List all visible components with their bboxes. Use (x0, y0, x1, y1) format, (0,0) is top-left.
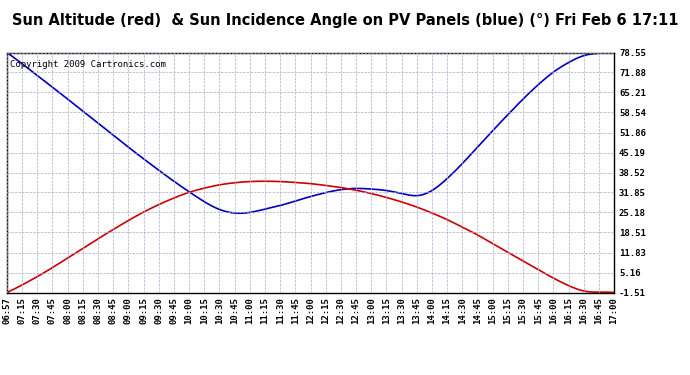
Text: Sun Altitude (red)  & Sun Incidence Angle on PV Panels (blue) (°) Fri Feb 6 17:1: Sun Altitude (red) & Sun Incidence Angle… (12, 13, 678, 28)
Text: Copyright 2009 Cartronics.com: Copyright 2009 Cartronics.com (10, 60, 166, 69)
